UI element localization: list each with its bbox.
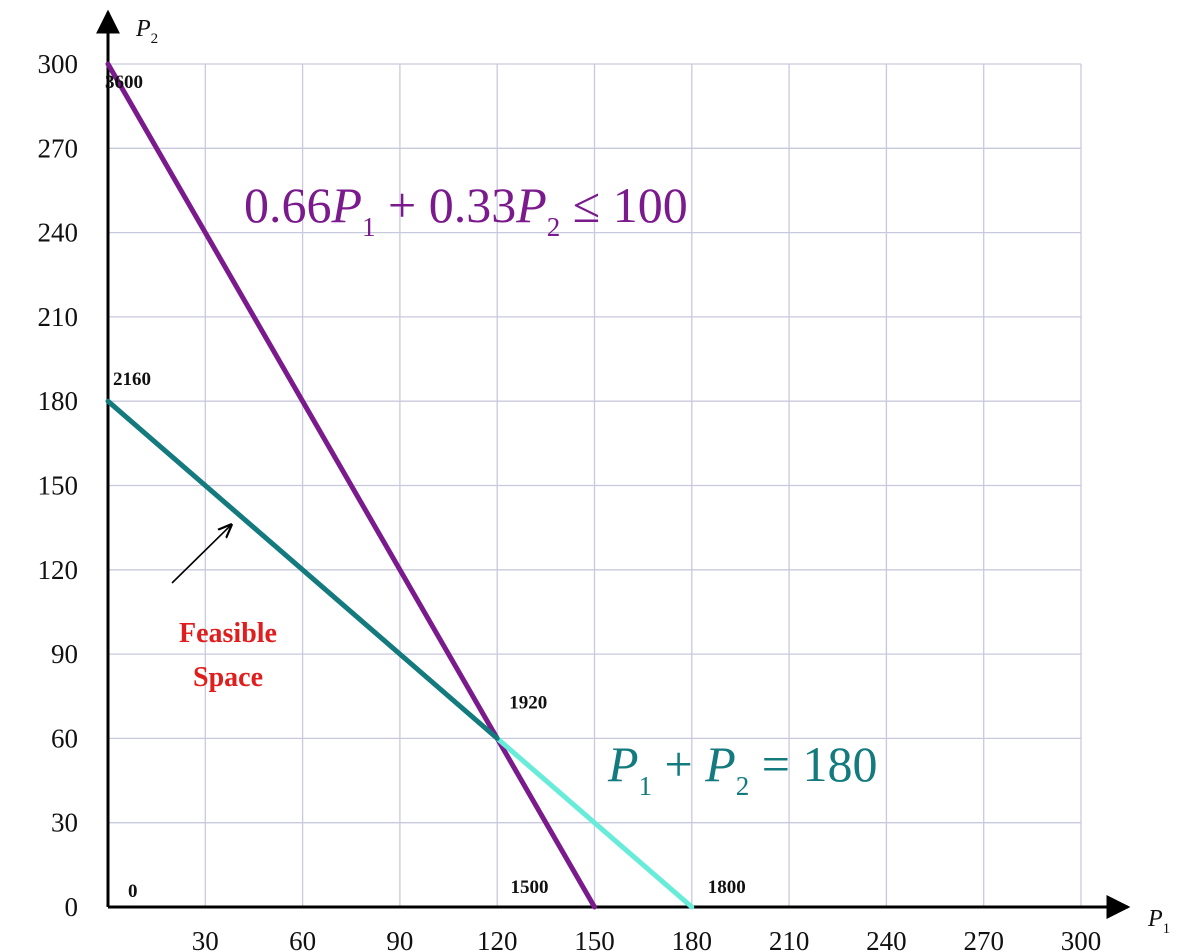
y-tick-label: 150 [38,471,79,501]
y-axis-title-sub: 2 [151,31,159,47]
point-label: 1500 [511,877,549,898]
y-tick-label: 240 [38,218,79,248]
grid [108,63,1082,907]
x-tick-label: 30 [192,926,219,952]
y-tick-label: 210 [38,302,79,332]
point-label: 1800 [708,877,746,898]
y-tick-label: 120 [38,555,79,585]
constraint2-feasible-segment [105,398,500,741]
point-labels: 3600 2160 1920 1500 1800 0 [105,72,746,902]
eq1-coef1: 0.66 [244,177,332,233]
series-lines [105,61,695,910]
y-tick-label: 270 [38,133,79,163]
point-label: 1920 [509,692,547,713]
constraint2-equation: P1 + P2 = 180 [607,736,878,801]
feasible-space-line1: Feasible [179,618,277,649]
x-tick-label: 210 [769,926,810,952]
x-tick-label: 150 [574,926,615,952]
eq1-sub2: 2 [547,212,561,242]
y-tick-label: 90 [51,639,78,669]
y-axis-title-var: P [135,16,151,42]
y-tick-label: 180 [38,386,79,416]
eq2-sub1: 1 [639,771,653,801]
x-tick-label: 300 [1061,926,1102,952]
y-tick-label: 30 [51,808,78,838]
constraint1-equation: 0.66P1 + 0.33P2 ≤ 100 [244,177,688,242]
x-tick-label: 90 [386,926,413,952]
point-label: 3600 [105,72,143,93]
eq1-coef2: 0.33 [429,177,517,233]
x-tick-label: 180 [672,926,713,952]
point-label: 2160 [113,369,151,390]
point-label: 0 [128,881,138,902]
x-axis-title-sub: 1 [1163,921,1171,937]
x-axis-title-var: P [1147,906,1163,932]
feasible-space-annotation: Feasible Space [171,525,277,693]
eq1-sub1: 1 [362,212,376,242]
eq2-var2: P [704,736,736,792]
x-tick-label: 240 [866,926,907,952]
eq1-rhs: ≤ 100 [560,177,687,233]
x-tick-label: 60 [289,926,316,952]
eq2-rhs: = 180 [749,736,877,792]
feasible-space-line2: Space [193,662,263,693]
constraint1-line [105,61,597,910]
y-tick-label: 300 [38,49,79,79]
y-axis-title: P2 [135,16,158,47]
eq2-var1: P [607,736,639,792]
x-tick-label: 270 [963,926,1004,952]
feasible-space-label: Feasible Space [179,618,277,693]
constraint2-outside-segment [494,735,695,910]
eq1-var2: P [515,177,547,233]
eq2-sub2: 2 [736,771,750,801]
x-tick-label: 120 [477,926,518,952]
eq2-op: + [652,736,705,792]
feasible-space-arrow [171,525,231,584]
y-tick-label: 0 [65,892,79,922]
tick-labels: 30 60 90 120 150 180 210 240 270 3000306090120150… [38,49,1102,952]
eq1-op: + [376,177,429,233]
x-axis-title: P1 [1147,906,1170,937]
eq1-var1: P [331,177,363,233]
y-tick-label: 60 [51,723,78,753]
